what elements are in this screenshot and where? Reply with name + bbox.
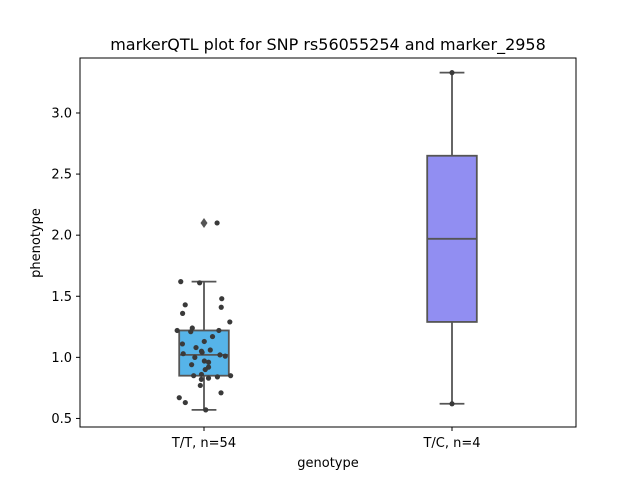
- plot-area: [174, 70, 478, 413]
- y-tick-label: 2.5: [51, 168, 72, 183]
- data-point: [197, 280, 203, 286]
- data-point: [449, 70, 455, 76]
- x-tick-label: T/C, n=4: [422, 436, 480, 451]
- data-point: [201, 358, 207, 364]
- data-point: [209, 333, 216, 340]
- data-point: [218, 390, 224, 396]
- data-point: [179, 310, 186, 316]
- data-point: [178, 278, 184, 285]
- data-point: [217, 352, 223, 358]
- plot-frame: [79, 57, 577, 428]
- chart-title: markerQTL plot for SNP rs56055254 and ma…: [110, 35, 546, 55]
- x-axis-label: genotype: [297, 456, 358, 471]
- y-axis-label: phenotype: [29, 208, 44, 278]
- data-point: [199, 349, 205, 356]
- data-point: [188, 329, 194, 335]
- data-point: [203, 407, 209, 413]
- data-point: [207, 347, 213, 353]
- data-point: [219, 296, 225, 302]
- data-point: [191, 373, 197, 379]
- data-point: [222, 353, 228, 359]
- data-point: [197, 382, 203, 389]
- data-point: [216, 327, 222, 334]
- box-group: [426, 70, 478, 407]
- y-tick-label: 2.0: [51, 229, 72, 244]
- data-point: [189, 362, 195, 368]
- y-axis: 0.5 1.0 1.5 2.0 2.5 3.0: [51, 106, 80, 427]
- outlier-marker: [200, 217, 208, 228]
- data-point: [198, 371, 205, 378]
- data-point: [201, 338, 207, 345]
- data-point: [205, 359, 212, 365]
- data-point: [192, 354, 198, 360]
- data-point: [176, 395, 182, 401]
- data-point: [180, 351, 186, 357]
- y-tick-label: 3.0: [51, 106, 72, 121]
- data-point: [182, 302, 188, 308]
- y-tick-label: 1.5: [51, 290, 72, 305]
- data-point: [227, 319, 233, 325]
- data-point: [198, 376, 204, 382]
- data-point: [182, 399, 188, 406]
- data-point: [228, 373, 234, 379]
- data-point: [174, 327, 180, 334]
- data-point: [205, 375, 212, 381]
- data-point: [193, 344, 199, 351]
- y-tick-label: 0.5: [51, 412, 72, 427]
- data-point: [214, 220, 220, 226]
- x-tick-label: T/T, n=54: [171, 436, 236, 451]
- data-point: [449, 401, 455, 407]
- box-group: [174, 217, 234, 413]
- x-axis: T/T, n=54 T/C, n=4: [171, 427, 481, 451]
- y-tick-label: 1.0: [51, 351, 72, 366]
- data-point: [214, 374, 221, 380]
- data-point: [179, 341, 186, 347]
- data-point: [202, 366, 208, 373]
- data-point: [218, 304, 224, 310]
